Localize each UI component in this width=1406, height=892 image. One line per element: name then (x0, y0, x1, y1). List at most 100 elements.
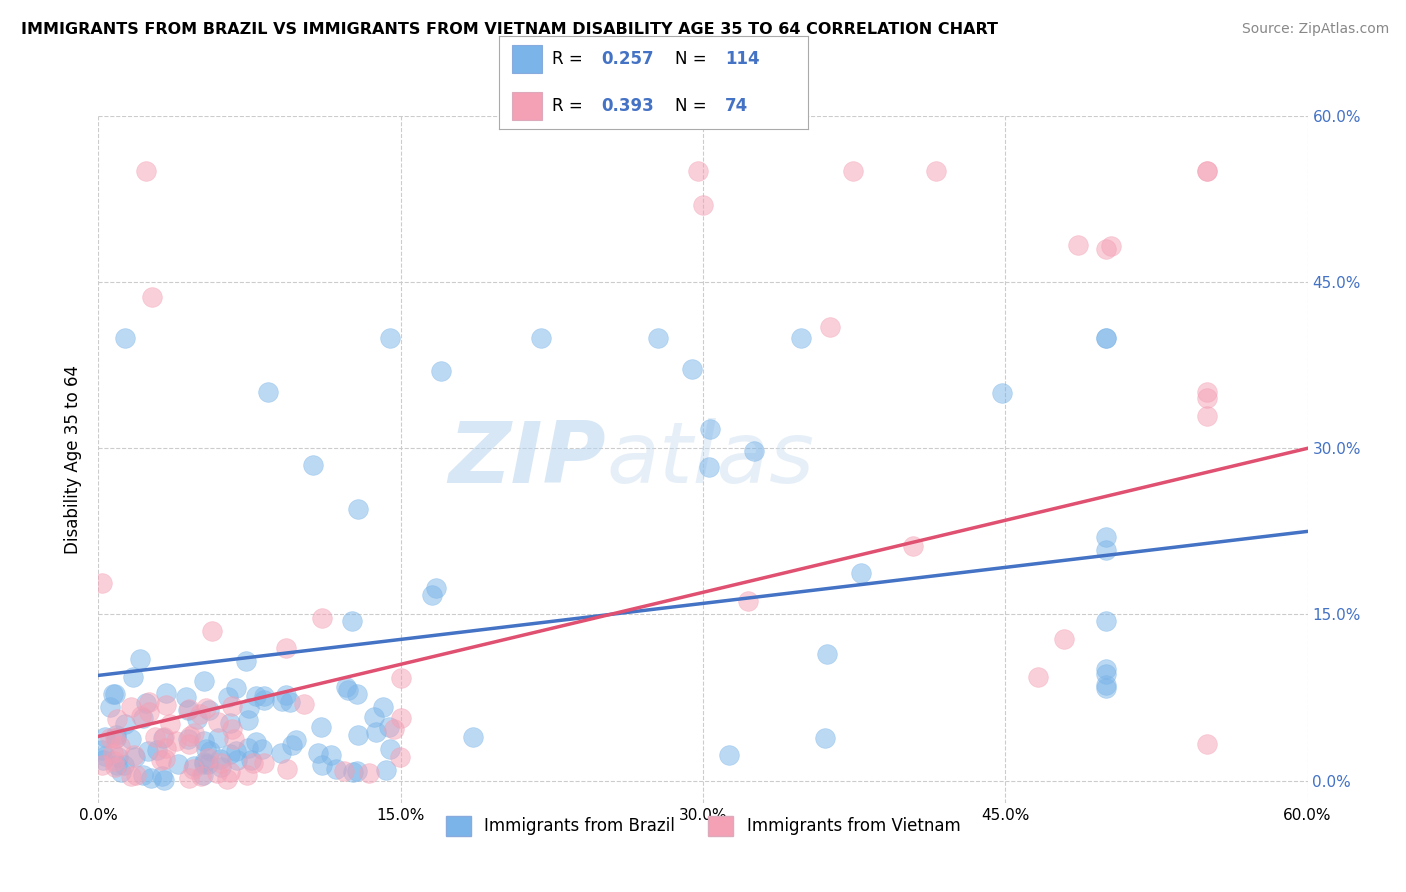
Point (225, 744, 247, 758)
Point (93, 753, 115, 767)
Point (1095, 662, 1118, 676)
Point (253, 690, 276, 704)
Point (193, 755, 215, 769)
Point (155, 685, 177, 699)
Point (177, 732, 200, 747)
Point (193, 734, 215, 748)
Point (129, 651, 152, 665)
Point (98, 700, 121, 714)
Point (219, 747, 242, 762)
Point (138, 695, 160, 709)
Point (165, 734, 187, 748)
Point (153, 730, 176, 744)
Point (375, 763, 398, 777)
Text: atlas: atlas (606, 417, 814, 501)
Point (190, 707, 212, 722)
Point (193, 768, 215, 782)
Point (122, 670, 145, 684)
Text: N =: N = (675, 97, 713, 115)
Point (236, 713, 259, 727)
Point (789, 330, 811, 344)
Point (245, 690, 267, 704)
Point (132, 711, 155, 725)
Point (382, 722, 405, 736)
FancyBboxPatch shape (512, 45, 543, 73)
Point (217, 690, 239, 704)
Point (221, 698, 243, 713)
Point (114, 717, 136, 731)
Point (357, 765, 380, 780)
Point (1095, 543, 1118, 558)
Point (1095, 530, 1118, 544)
Point (717, 747, 740, 762)
Point (91, 743, 114, 757)
Point (120, 769, 142, 783)
Text: R =: R = (551, 97, 588, 115)
Point (103, 746, 125, 760)
Point (274, 688, 297, 702)
Point (104, 728, 127, 742)
Point (236, 768, 259, 782)
Point (138, 705, 160, 719)
Point (311, 611, 333, 625)
Point (373, 699, 395, 714)
Point (737, 594, 759, 608)
Point (240, 753, 263, 767)
Point (103, 754, 125, 768)
Point (91, 758, 114, 772)
Point (1195, 737, 1218, 751)
Point (325, 762, 347, 776)
Point (195, 741, 218, 756)
Point (104, 687, 127, 701)
Point (281, 738, 304, 752)
Point (179, 771, 201, 785)
Point (104, 760, 127, 774)
Point (207, 731, 229, 746)
Point (120, 732, 142, 747)
Point (132, 768, 155, 782)
Point (901, 539, 924, 553)
Point (219, 764, 242, 779)
Point (389, 711, 412, 725)
Point (141, 290, 163, 304)
Point (135, 696, 157, 710)
Text: N =: N = (675, 50, 713, 68)
Point (1195, 164, 1218, 178)
Point (250, 742, 273, 756)
Point (252, 693, 274, 707)
Point (742, 444, 765, 458)
Point (814, 731, 837, 746)
Point (153, 772, 176, 787)
Point (363, 710, 385, 724)
Point (91, 576, 114, 591)
Point (155, 752, 177, 766)
Point (1026, 670, 1049, 684)
Point (108, 739, 131, 753)
Point (114, 330, 136, 344)
Point (136, 744, 159, 758)
Point (186, 712, 208, 726)
Point (104, 731, 127, 745)
Point (342, 764, 364, 779)
Point (94, 730, 117, 744)
Point (378, 742, 401, 756)
Point (692, 197, 714, 211)
Point (146, 742, 169, 756)
Point (278, 695, 301, 709)
Point (155, 740, 177, 755)
Point (820, 319, 842, 334)
Point (179, 729, 201, 743)
Point (225, 681, 247, 696)
Point (335, 680, 357, 694)
Point (1095, 330, 1118, 344)
Point (274, 640, 297, 655)
Point (311, 758, 333, 772)
Point (222, 732, 245, 747)
Point (201, 624, 224, 639)
Text: Source: ZipAtlas.com: Source: ZipAtlas.com (1241, 22, 1389, 37)
Text: R =: R = (551, 50, 588, 68)
Point (1053, 632, 1076, 646)
FancyBboxPatch shape (512, 92, 543, 120)
Point (207, 715, 229, 730)
Point (193, 673, 215, 688)
